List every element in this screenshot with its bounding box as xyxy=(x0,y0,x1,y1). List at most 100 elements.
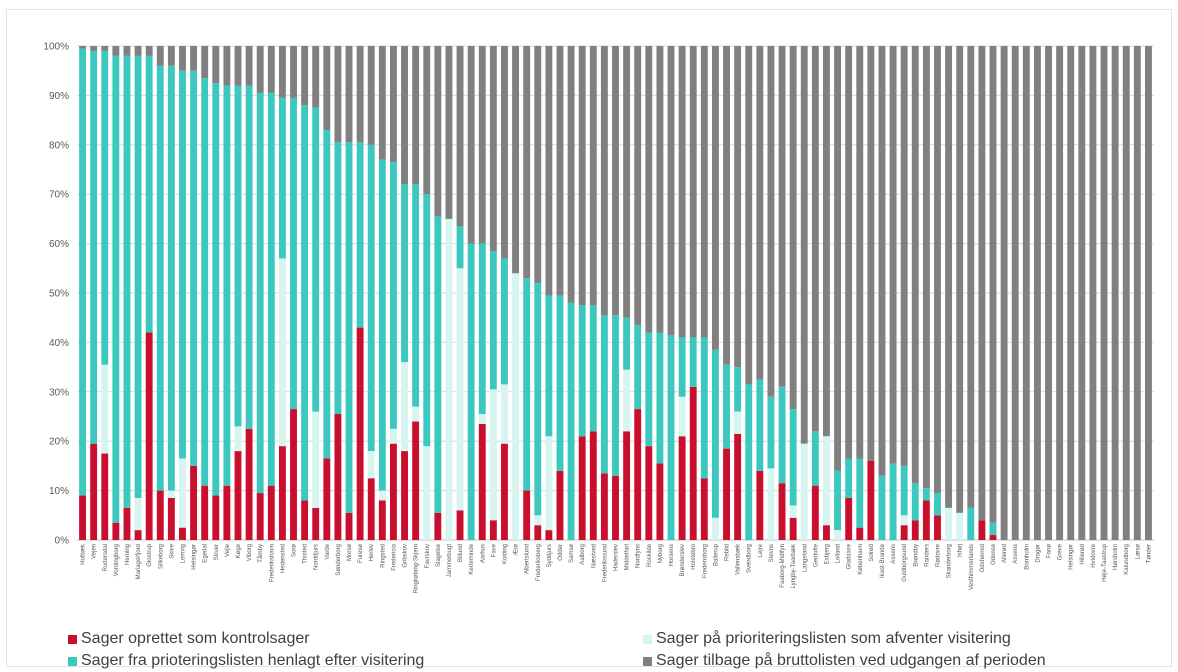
bar-segment-series-0 xyxy=(545,530,553,540)
bar-segment-series-3 xyxy=(945,46,953,508)
bar-segment-series-0 xyxy=(600,473,608,540)
bar-segment-series-3 xyxy=(623,46,631,318)
bar-segment-series-1 xyxy=(134,498,142,531)
bar-segment-series-3 xyxy=(1011,46,1019,540)
bar-segment-series-0 xyxy=(290,409,297,540)
bar-segment-series-1 xyxy=(823,436,830,526)
bar-segment-series-0 xyxy=(578,436,586,540)
x-tick-label: Silkeborg xyxy=(158,544,164,569)
bar-segment-series-3 xyxy=(134,46,142,56)
x-tick-label: Faxe xyxy=(491,543,497,557)
x-tick-label: Thisted xyxy=(303,544,309,564)
bar-segment-series-3 xyxy=(356,46,364,143)
bar-segment-series-3 xyxy=(223,46,231,86)
bar-segment-series-2 xyxy=(778,386,786,484)
bar-segment-series-0 xyxy=(689,386,697,540)
x-tick-label: Frederikshavn xyxy=(269,544,275,582)
bar-segment-series-3 xyxy=(267,46,275,93)
bar-segment-series-2 xyxy=(367,144,375,452)
bar-segment-series-0 xyxy=(823,525,830,540)
x-tick-label: Herlev xyxy=(369,544,375,561)
bar-segment-series-2 xyxy=(734,367,742,412)
x-tick-label: Nordfyns xyxy=(636,544,642,568)
x-tick-label: Dragør xyxy=(1035,544,1041,563)
bar-segment-series-3 xyxy=(179,46,186,71)
bar-segment-series-2 xyxy=(556,295,564,471)
bar-segment-series-0 xyxy=(589,431,597,540)
x-tick-label: Ikast-Brande xyxy=(880,543,886,578)
bar-segment-series-3 xyxy=(922,46,930,489)
bar-segment-series-1 xyxy=(179,458,186,528)
bar-segment-series-0 xyxy=(723,448,730,540)
bar-segment-series-0 xyxy=(412,421,420,540)
bar-segment-series-1 xyxy=(478,414,486,424)
x-tick-label: Hvidovre xyxy=(1091,543,1097,567)
bar-segment-series-3 xyxy=(700,46,708,338)
bar-segment-series-0 xyxy=(867,460,875,540)
bar-segment-series-3 xyxy=(523,46,531,279)
bar-segment-series-3 xyxy=(811,46,819,432)
bar-segment-series-0 xyxy=(323,458,331,540)
bar-segment-series-3 xyxy=(1078,46,1086,540)
bar-segment-series-3 xyxy=(956,46,964,513)
x-tick-label: Skanderborg xyxy=(947,544,953,578)
x-tick-label: Lemvig xyxy=(180,544,186,563)
x-tick-label: Fredericia xyxy=(391,543,397,570)
bar-segment-series-3 xyxy=(456,46,464,227)
bar-segment-series-3 xyxy=(290,46,297,98)
bar-segment-series-0 xyxy=(911,520,919,540)
bar-segment-series-3 xyxy=(823,46,830,437)
bar-segment-series-3 xyxy=(1133,46,1141,540)
bar-segment-series-2 xyxy=(723,364,730,449)
bar-segment-series-2 xyxy=(811,431,819,486)
bar-segment-series-2 xyxy=(623,317,631,370)
bar-segment-series-2 xyxy=(700,337,708,479)
bar-segment-series-2 xyxy=(456,226,464,269)
x-tick-label: Bornholm xyxy=(1024,544,1030,570)
bar-segment-series-3 xyxy=(1100,46,1108,540)
y-tick-label: 20% xyxy=(49,437,69,448)
y-tick-label: 60% xyxy=(49,239,69,250)
x-tick-label: Assens xyxy=(1013,544,1019,564)
bar-segment-series-3 xyxy=(645,46,653,333)
bar-segment-series-2 xyxy=(845,458,853,499)
bar-segment-series-2 xyxy=(689,337,697,387)
bar-segment-series-1 xyxy=(900,515,908,526)
bar-segment-series-3 xyxy=(578,46,586,306)
x-tick-label: Læsø xyxy=(1135,544,1141,560)
y-tick-label: 80% xyxy=(49,140,69,151)
bar-segment-series-3 xyxy=(600,46,608,316)
bar-segment-series-3 xyxy=(911,46,919,484)
bar-segment-series-2 xyxy=(201,78,209,486)
x-tick-label: Varde xyxy=(325,543,331,559)
bar-segment-series-3 xyxy=(656,46,664,333)
bar-segment-series-2 xyxy=(167,65,175,491)
bar-segment-series-0 xyxy=(234,451,242,540)
bar-segment-series-3 xyxy=(612,46,619,316)
bar-segment-series-3 xyxy=(556,46,564,296)
x-tick-label: Tønder xyxy=(1146,544,1152,563)
bar-segment-series-2 xyxy=(523,278,531,491)
bar-segment-series-2 xyxy=(378,159,386,491)
bar-segment-series-3 xyxy=(989,46,997,523)
bar-segment-series-1 xyxy=(734,411,742,434)
bar-segment-series-0 xyxy=(634,409,642,540)
bar-segment-series-3 xyxy=(978,46,986,521)
bar-segment-series-0 xyxy=(678,436,686,540)
bar-segment-series-3 xyxy=(678,46,686,338)
bar-segment-series-0 xyxy=(134,530,142,540)
bar-segment-series-2 xyxy=(501,258,508,385)
bar-segment-series-2 xyxy=(900,465,908,516)
bar-segment-series-1 xyxy=(367,451,375,479)
x-tick-label: Skive xyxy=(169,543,175,558)
x-tick-label: Esbjerg xyxy=(824,544,830,564)
bar-segment-series-0 xyxy=(179,527,186,540)
bar-segment-series-3 xyxy=(212,46,220,84)
bar-segment-series-3 xyxy=(434,46,442,217)
bar-segment-series-0 xyxy=(156,490,164,540)
x-tick-label: Rudersdal xyxy=(103,544,109,571)
bar-segment-series-1 xyxy=(711,517,719,540)
x-tick-label: Tårnby xyxy=(257,544,264,563)
bar-segment-series-0 xyxy=(112,522,120,540)
bar-segment-series-2 xyxy=(922,488,930,501)
